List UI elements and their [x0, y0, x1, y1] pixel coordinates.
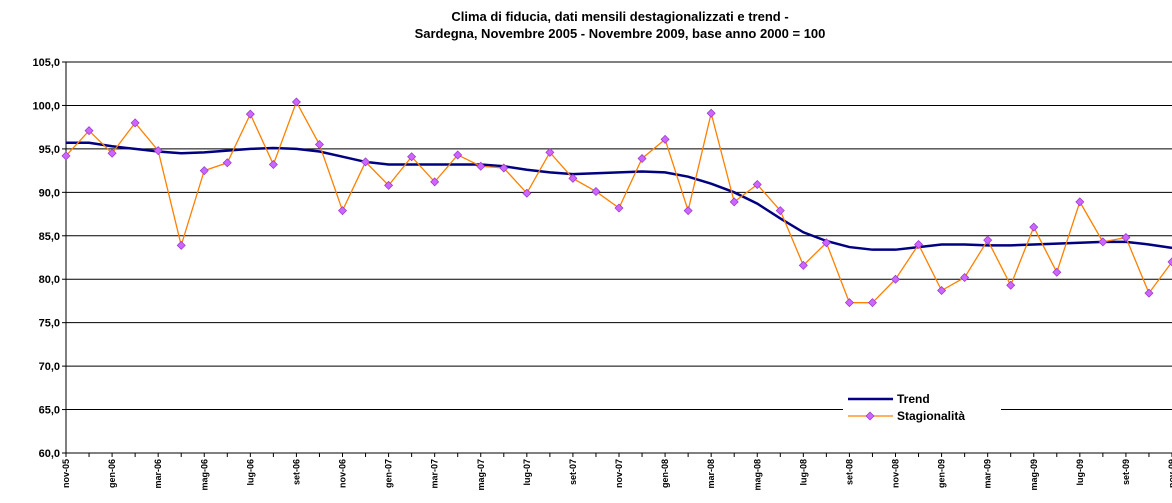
data-point — [960, 272, 970, 282]
data-point — [522, 188, 532, 198]
data-point — [891, 274, 900, 284]
data-point — [591, 186, 601, 196]
data-point — [1006, 280, 1016, 290]
x-tick-label: set-07 — [568, 459, 578, 485]
y-tick-label: 90,0 — [39, 187, 60, 199]
x-tick-label: mag-06 — [199, 459, 209, 491]
data-point — [660, 134, 670, 144]
y-tick-label: 65,0 — [39, 405, 60, 417]
chart-subtitle: Sardegna, Novembre 2005 - Novembre 2009,… — [415, 26, 826, 41]
series-line — [66, 141, 1172, 251]
data-point — [775, 206, 785, 216]
data-point — [1121, 233, 1131, 243]
x-tick-label: mag-09 — [1029, 459, 1039, 491]
x-tick-label: mag-08 — [752, 459, 762, 491]
x-tick-label: gen-09 — [937, 459, 947, 488]
data-point — [430, 177, 440, 187]
chart-title: Clima di fiducia, dati mensili destagion… — [451, 9, 788, 24]
x-tick-label: lug-06 — [245, 459, 255, 486]
y-tick-label: 105,0 — [32, 57, 60, 69]
y-tick-label: 100,0 — [32, 100, 60, 112]
x-tick-label: gen-07 — [384, 459, 394, 488]
data-point — [268, 160, 278, 170]
data-point — [1167, 257, 1172, 267]
data-point — [291, 97, 301, 107]
data-point — [199, 166, 209, 176]
legend-label: Trend — [897, 392, 930, 406]
x-tick-label: mar-07 — [430, 459, 440, 489]
x-tick-label: nov-05 — [61, 459, 71, 488]
x-tick-label: nov-07 — [614, 459, 624, 488]
data-point — [361, 157, 371, 167]
data-point — [130, 118, 140, 128]
data-point — [1075, 197, 1085, 207]
data-point — [61, 151, 71, 161]
data-point — [568, 173, 578, 183]
data-point — [407, 152, 417, 162]
data-point — [637, 153, 647, 163]
data-point — [706, 108, 716, 118]
y-tick-label: 95,0 — [39, 144, 60, 156]
data-point — [914, 239, 924, 249]
x-tick-label: lug-07 — [522, 459, 532, 486]
y-tick-label: 70,0 — [39, 361, 60, 373]
x-tick-label: mag-07 — [476, 459, 486, 491]
x-tick-label: gen-08 — [660, 459, 670, 488]
data-point — [614, 203, 624, 213]
data-point — [384, 180, 394, 190]
y-tick-label: 80,0 — [39, 274, 60, 286]
x-tick-label: nov-08 — [891, 459, 901, 488]
x-tick-label: set-06 — [291, 459, 301, 485]
data-point — [1029, 222, 1039, 232]
data-point — [153, 146, 163, 156]
legend-marker — [865, 411, 875, 421]
data-point — [176, 240, 186, 250]
x-tick-label: lug-09 — [1075, 459, 1085, 486]
data-point — [983, 235, 993, 245]
y-tick-label: 85,0 — [39, 231, 60, 243]
data-point — [338, 206, 347, 216]
x-tick-label: lug-08 — [798, 459, 808, 486]
y-tick-label: 60,0 — [39, 448, 60, 460]
data-point — [84, 126, 94, 136]
y-tick-label: 75,0 — [39, 318, 60, 330]
data-point — [867, 298, 877, 308]
data-point — [245, 109, 255, 119]
data-point — [1144, 288, 1154, 298]
data-point — [844, 298, 854, 308]
legend-label: Stagionalità — [897, 409, 965, 423]
data-point — [499, 163, 509, 173]
x-tick-label: mar-08 — [706, 459, 716, 489]
data-point — [683, 206, 693, 216]
x-tick-label: nov-06 — [338, 459, 348, 488]
data-point — [107, 148, 117, 158]
x-tick-label: set-09 — [1121, 459, 1131, 485]
data-point — [752, 180, 762, 190]
data-point — [798, 260, 808, 270]
data-point — [545, 147, 555, 157]
data-point — [476, 161, 486, 171]
data-point — [314, 140, 324, 150]
data-point — [222, 158, 232, 168]
data-point — [453, 150, 463, 160]
data-point — [1098, 237, 1108, 247]
data-point — [937, 286, 947, 296]
x-tick-label: gen-06 — [107, 459, 117, 488]
data-point — [1052, 267, 1062, 277]
data-point — [729, 197, 739, 207]
x-tick-label: mar-09 — [983, 459, 993, 489]
x-tick-label: mar-06 — [153, 459, 163, 489]
x-tick-label: set-08 — [844, 459, 854, 485]
x-tick-label: nov-09 — [1167, 459, 1172, 488]
data-point — [821, 238, 831, 248]
series-line — [65, 100, 1172, 304]
